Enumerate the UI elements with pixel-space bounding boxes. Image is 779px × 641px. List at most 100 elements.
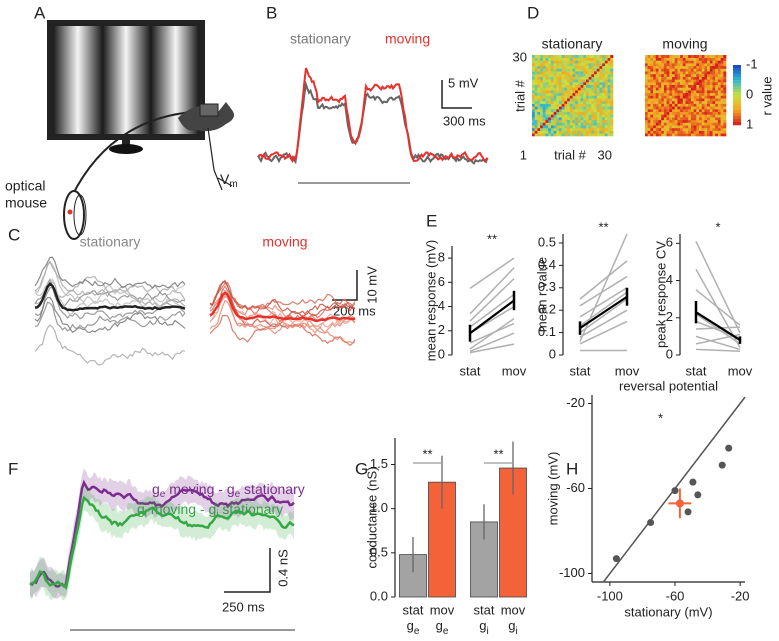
heat-cell [532,117,535,121]
heat-cell [532,71,535,75]
heat-cell [661,92,665,96]
heat-cell [594,71,598,75]
heat-cell [690,127,694,131]
heat-cell [537,103,541,107]
heat-cell [602,117,606,121]
heat-cell [715,133,719,137]
heat-cell [537,117,541,121]
heat-cell [534,95,538,99]
mean-line [469,299,515,335]
heat-cell [672,130,675,134]
colorbar-cell [733,113,741,117]
heat-cell [569,71,573,75]
heat-cell [647,125,651,129]
heat-cell [569,106,573,110]
heat-cell [693,55,697,58]
heat-cell [545,57,549,61]
error-band [30,485,294,601]
heat-cell [542,111,546,115]
pair-line [469,257,515,290]
heat-cell [580,68,584,72]
heat-cell [647,71,651,75]
heat-cell [604,65,608,69]
heat-cell [604,95,608,99]
heat-cell [602,63,606,67]
heat-cell [712,79,716,83]
heat-cell [717,127,721,131]
heat-cell [661,117,665,121]
heat-cell [604,125,608,129]
heat-cell [717,65,721,69]
heat-cell [602,90,606,94]
heat-cell [548,95,552,99]
heat-cell [604,71,608,75]
heat-cell [567,122,571,126]
heat-cell [685,100,689,104]
heat-cell [690,84,694,88]
heat-cell [704,76,708,80]
heat-cell [561,60,565,64]
heat-cell [674,100,678,104]
t: stationary [240,481,305,497]
heat-cell [693,130,697,134]
heat-cell [661,109,665,112]
heat-cell [532,133,535,137]
sub-base: g [407,618,414,633]
heat-cell [672,84,675,88]
heat-cell [556,98,560,102]
heat-cell [532,82,535,85]
heat-cell [658,95,662,99]
heat-cell [701,98,705,102]
significance: ** [493,446,503,461]
heat-cell [575,60,579,64]
heat-cell [548,133,552,137]
heat-cell [680,68,684,72]
heat-cell [707,60,711,64]
heat-cell [599,76,603,80]
heat-cell [647,90,651,94]
heat-cell [599,90,603,94]
heat-cell [545,76,549,80]
heat-cell [542,63,546,67]
heat-cell [699,103,702,107]
colorbar-tick: 1 [746,116,753,131]
heat-cell [586,79,589,83]
heat-cell [580,57,584,61]
heat-cell [723,76,727,80]
heat-cell [677,63,681,67]
heat-cell [580,127,584,131]
heat-cell [561,100,565,104]
heat-cell [701,79,705,83]
heat-cell [704,95,708,99]
heat-cell [532,63,535,67]
heat-cell [677,100,681,104]
heat-cell [564,76,568,80]
heat-cell [607,117,611,121]
heat-cell [586,76,589,80]
heat-cell [575,92,579,96]
heat-cell [674,103,678,107]
heat-cell [545,122,549,126]
heat-cell [556,106,560,110]
heat-cell [591,92,595,96]
heat-cell [604,90,608,94]
heat-cell [715,65,719,69]
heat-cell [561,95,565,99]
heat-cell [556,103,560,107]
pair-line [579,309,628,338]
heat-cell [693,109,697,112]
heat-cell [699,84,702,88]
heat-cell [575,73,579,77]
heat-cell [680,114,684,118]
heat-cell [682,122,686,126]
heat-cell [717,106,721,110]
heat-cell [688,57,692,61]
heat-cell [704,71,708,75]
heat-cell [717,57,721,61]
heat-cell [674,122,678,126]
heat-cell [569,63,573,67]
heat-cell [704,82,708,85]
heat-cell [572,109,576,112]
heat-cell [685,68,689,72]
heat-cell [532,55,535,58]
